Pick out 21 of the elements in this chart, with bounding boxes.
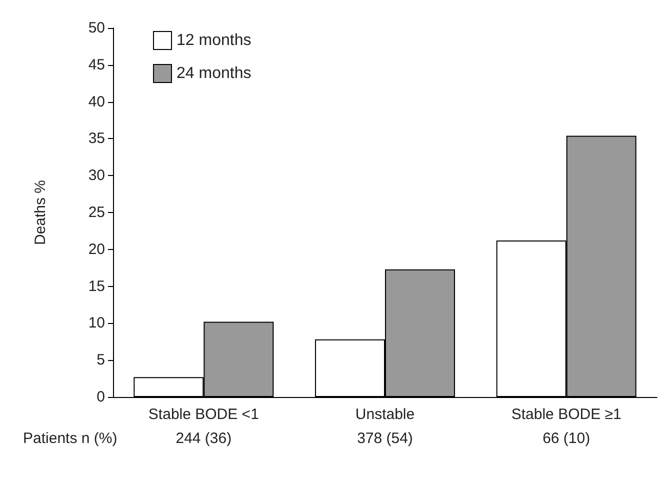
legend-label: 24 months (176, 65, 252, 82)
x-tick-label: Unstable (355, 406, 415, 423)
text: 378 (54) (357, 430, 413, 447)
y-tick-label: 35 (88, 130, 105, 148)
y-tick-label: 5 (96, 352, 105, 369)
y-tick-label: 50 (88, 20, 105, 36)
y-tick-label: 15 (88, 278, 105, 295)
y-tick-label: 20 (88, 240, 105, 258)
y-tick-label: 30 (88, 167, 105, 184)
y-tick-label: 25 (88, 204, 105, 221)
y-tick-label: 10 (88, 314, 105, 332)
text: 244 (36) (176, 430, 232, 447)
y-tick-label: 40 (88, 93, 105, 110)
y-axis-title: Deaths % (32, 180, 49, 246)
text: 66 (10) (542, 430, 590, 447)
x-tick-label: Stable BODE ≥1 (511, 406, 622, 423)
legend-label: 12 months (176, 32, 252, 49)
y-tick-label: 0 (96, 388, 105, 406)
text: Patients n (%) (23, 430, 118, 447)
x-tick-label: Stable BODE <1 (148, 406, 259, 423)
y-tick-label: 45 (88, 56, 105, 74)
